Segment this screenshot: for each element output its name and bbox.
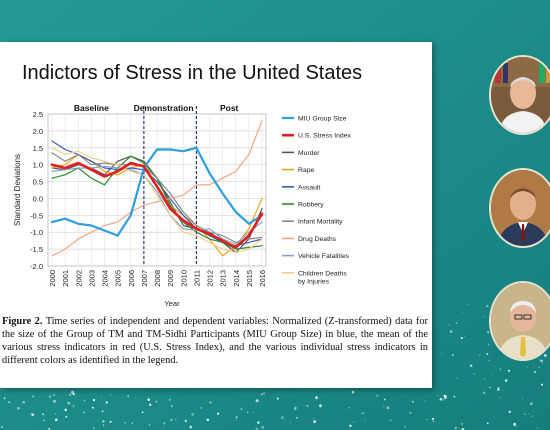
x-axis-title: Year [164,299,180,308]
x-tick-label: 2002 [74,270,83,287]
slide-title: Indictors of Stress in the United States [22,62,363,84]
series-line [51,152,263,243]
y-tick-label: 0.0 [33,194,43,203]
x-tick-label: 2000 [48,270,57,287]
x-tick-label: 2008 [153,270,162,287]
x-tick-label: 2005 [114,270,123,287]
y-tick-label: 0.5 [33,178,43,187]
x-tick-label: 2001 [61,270,70,287]
legend-label: Children Deaths [298,270,347,277]
slide-panel: Indictors of Stress in the United States… [0,42,432,388]
legend-label: Drug Deaths [298,236,337,243]
y-tick-label: -0.5 [30,211,43,220]
stress-chart: 2.5 2.0 1.5 1.0 0.5 0.0 -0.5 -1.0 -1.5 -2.0 2000 20… [13,103,351,308]
y-axis-title: Standard Deviations [13,154,22,226]
x-tick-label: 2011 [192,270,201,286]
portrait-photo-top [489,55,550,135]
y-tick-label: -1.0 [30,228,43,237]
x-tick-label: 2004 [101,270,110,287]
legend-label: U.S. Stress Index [298,133,351,140]
series-line [51,120,263,257]
x-tick-label: 2007 [140,270,149,287]
legend-label: Rape [298,167,314,174]
legend-label: by Injuries [298,278,330,285]
y-tick-label: -1.5 [30,245,43,254]
x-tick-label: 2016 [258,270,267,287]
x-tick-label: 2009 [166,270,175,287]
portrait-photo-bottom [489,281,550,361]
y-tick-label: 2.5 [33,110,43,119]
legend-label: Assault [298,184,320,191]
x-tick-label: 2012 [206,270,215,287]
x-tick-label: 2013 [219,270,228,287]
y-tick-label: -2.0 [30,262,43,271]
legend-label: MIU Group Size [298,116,347,123]
x-tick-label: 2010 [179,270,188,287]
x-tick-label: 2014 [232,270,241,287]
x-tick-label: 2003 [87,270,96,287]
legend-label: Infant Mortality [298,219,343,226]
y-tick-label: 1.0 [33,161,43,170]
person-portrait-icon [491,170,550,246]
y-tick-label: 1.5 [33,144,43,153]
phase-label: Post [220,103,239,113]
figure-caption: Figure 2. Time series of independent and… [0,315,428,367]
phase-label: Demonstration [134,103,194,113]
portrait-photo-middle [489,168,550,248]
legend-label: Murder [298,150,320,157]
legend-label: Robbery [298,202,324,209]
series-line [50,146,264,237]
x-tick-label: 2006 [127,270,136,287]
x-tick-label: 2015 [245,270,254,287]
series-line [50,161,264,249]
plot-frame [47,113,267,267]
phase-label: Baseline [74,103,109,113]
caption-text: Time series of independent and dependent… [2,316,428,366]
person-portrait-icon [491,57,550,133]
y-tick-label: 2.0 [33,127,43,136]
legend-label: Vehicle Fatalities [298,253,350,260]
caption-label: Figure 2. [2,316,43,327]
person-portrait-icon [491,283,550,359]
series-line [51,147,263,254]
